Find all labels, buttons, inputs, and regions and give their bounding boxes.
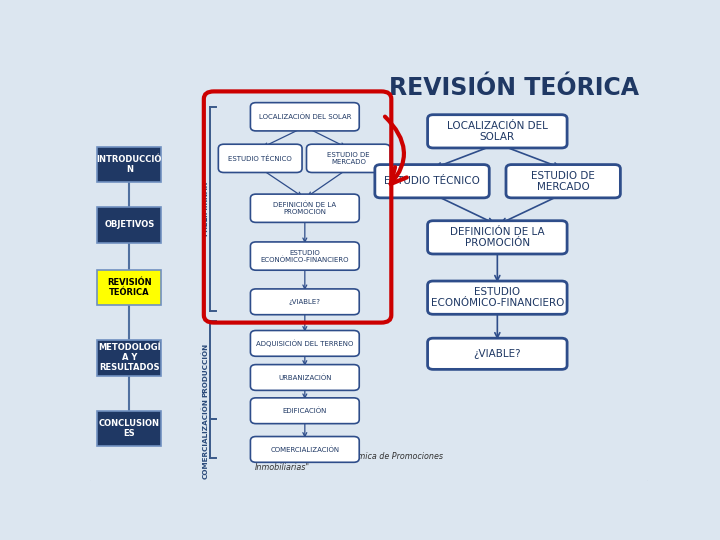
Text: ¿VIABLE?: ¿VIABLE?	[289, 299, 321, 305]
Text: PRELIMIRNAR: PRELIMIRNAR	[202, 181, 209, 236]
Text: CONCLUSION
ES: CONCLUSION ES	[99, 419, 160, 438]
FancyBboxPatch shape	[428, 281, 567, 314]
Text: COMERCIALIZACIÓN: COMERCIALIZACIÓN	[202, 399, 209, 479]
Text: COMERCIALIZACIÓN: COMERCIALIZACIÓN	[270, 446, 339, 453]
FancyBboxPatch shape	[307, 144, 390, 172]
Text: LOCALIZACIÓN DEL SOLAR: LOCALIZACIÓN DEL SOLAR	[258, 113, 351, 120]
FancyBboxPatch shape	[428, 338, 567, 369]
Text: REVISIÓN TEÓRICA: REVISIÓN TEÓRICA	[389, 76, 639, 100]
Text: ESTUDIO DE
MERCADO: ESTUDIO DE MERCADO	[327, 152, 369, 165]
FancyBboxPatch shape	[251, 330, 359, 356]
FancyBboxPatch shape	[251, 436, 359, 462]
FancyBboxPatch shape	[87, 63, 651, 483]
Text: ESTUDIO
ECONÓMICO-FINANCIERO: ESTUDIO ECONÓMICO-FINANCIERO	[261, 249, 349, 262]
Text: INTRODUCCIÓ
N: INTRODUCCIÓ N	[96, 155, 162, 174]
Text: Fuente: "Viabilidad económica de Promociones
Inmobiliarias": Fuente: "Viabilidad económica de Promoci…	[255, 452, 443, 472]
Text: ESTUDIO TÉCNICO: ESTUDIO TÉCNICO	[228, 155, 292, 161]
Text: REVISIÓN
TEÓRICA: REVISIÓN TEÓRICA	[107, 278, 152, 297]
FancyBboxPatch shape	[251, 242, 359, 270]
FancyBboxPatch shape	[375, 165, 490, 198]
FancyBboxPatch shape	[97, 147, 161, 183]
Text: URBANIZACIÓN: URBANIZACIÓN	[278, 374, 332, 381]
Text: ADQUISICIÓN DEL TERRENO: ADQUISICIÓN DEL TERRENO	[256, 340, 354, 347]
Text: ¿VIABLE?: ¿VIABLE?	[474, 349, 521, 359]
FancyBboxPatch shape	[251, 398, 359, 424]
FancyBboxPatch shape	[251, 364, 359, 390]
FancyBboxPatch shape	[251, 194, 359, 222]
Text: EDIFICACIÓN: EDIFICACIÓN	[283, 408, 327, 414]
FancyBboxPatch shape	[218, 144, 302, 172]
FancyBboxPatch shape	[251, 289, 359, 315]
FancyBboxPatch shape	[428, 221, 567, 254]
FancyBboxPatch shape	[428, 114, 567, 148]
Text: ESTUDIO DE
MERCADO: ESTUDIO DE MERCADO	[531, 171, 595, 192]
Text: ESTUDIO
ECONÓMICO-FINANCIERO: ESTUDIO ECONÓMICO-FINANCIERO	[431, 287, 564, 308]
Text: PRODUCCIÓN: PRODUCCIÓN	[202, 343, 209, 397]
Text: OBJETIVOS: OBJETIVOS	[104, 220, 155, 230]
Text: METODOLOGÍ
A Y
RESULTADOS: METODOLOGÍ A Y RESULTADOS	[98, 343, 161, 373]
FancyBboxPatch shape	[251, 103, 359, 131]
FancyBboxPatch shape	[97, 340, 161, 376]
FancyBboxPatch shape	[506, 165, 621, 198]
FancyBboxPatch shape	[97, 411, 161, 446]
Text: LOCALIZACIÓN DEL
SOLAR: LOCALIZACIÓN DEL SOLAR	[447, 121, 548, 141]
Text: ESTUDIO TÉCNICO: ESTUDIO TÉCNICO	[384, 176, 480, 186]
Text: DEFINICIÓN DE LA
PROMOCIÓN: DEFINICIÓN DE LA PROMOCIÓN	[450, 227, 544, 248]
FancyBboxPatch shape	[97, 207, 161, 242]
FancyBboxPatch shape	[97, 269, 161, 305]
Text: DEFINICIÓN DE LA
PROMOCIÓN: DEFINICIÓN DE LA PROMOCIÓN	[274, 201, 336, 215]
